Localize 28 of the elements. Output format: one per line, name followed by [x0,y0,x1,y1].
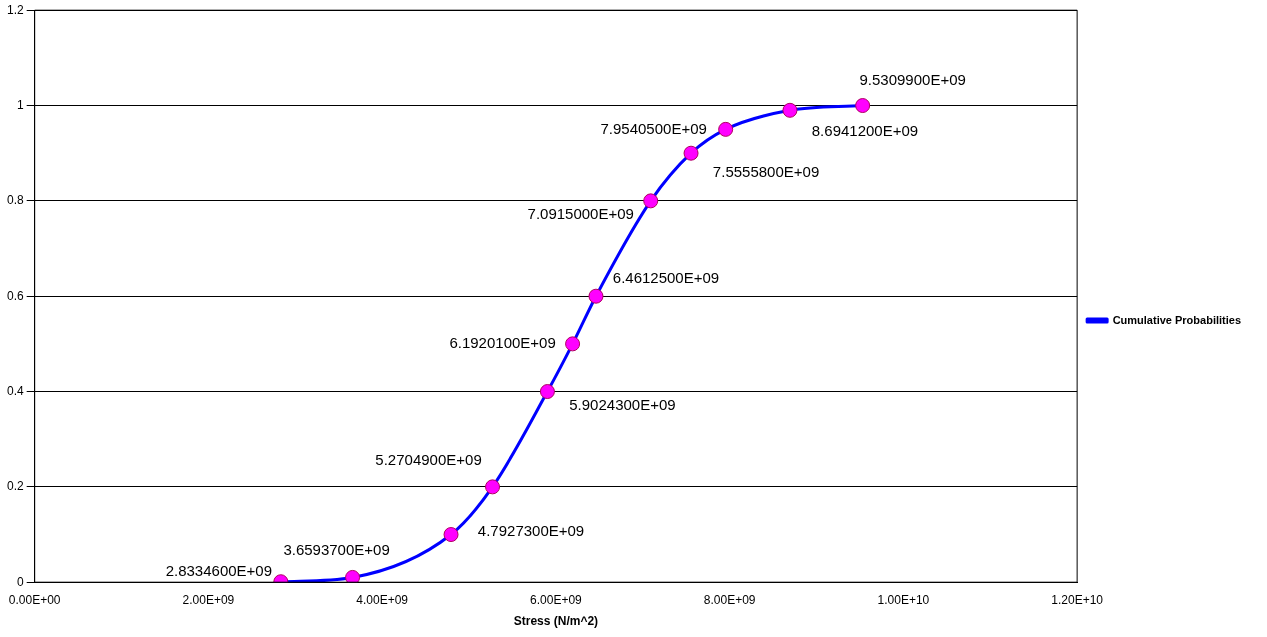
legend-label: Cumulative Probabilities [1112,313,1242,326]
y-tick-label: 0.8 [6,193,24,208]
annotation: 7.9540500E+09 [600,119,707,137]
y-tick-label: 1 [16,97,24,112]
annotation: 2.8334600E+09 [165,561,273,579]
x-tick-label: 0.00E+00 [8,592,61,607]
x-tick-label: 8.00E+09 [703,592,756,607]
y-tick-label: 0.6 [6,288,24,303]
x-tick-label: 2.00E+09 [182,592,235,607]
annotation: 5.2704900E+09 [375,451,482,469]
annotation: 5.9024300E+09 [569,395,676,413]
y-tick-label: 0.4 [6,383,24,398]
x-axis-title: Stress (N/m^2) [513,614,599,629]
x-tick-label: 6.00E+09 [530,592,583,607]
annotation: 9.5309900E+09 [859,70,966,88]
annotation: 8.6941200E+09 [811,122,919,140]
x-tick-label: 1.20E+10 [1051,592,1104,607]
y-tick-label: 1.2 [6,2,24,17]
annotation: 7.5555800E+09 [712,163,820,181]
y-tick-label: 0.2 [6,479,24,494]
annotation: 3.6593700E+09 [283,540,390,558]
x-tick-label: 4.00E+09 [356,592,409,607]
x-tick-label: 1.00E+10 [877,592,930,607]
y-tick-label: 0 [16,574,24,589]
annotation: 6.4612500E+09 [612,269,720,287]
annotation: 6.1920100E+09 [449,334,556,352]
annotation: 4.7927300E+09 [477,521,585,539]
annotation: 7.0915000E+09 [527,205,634,223]
